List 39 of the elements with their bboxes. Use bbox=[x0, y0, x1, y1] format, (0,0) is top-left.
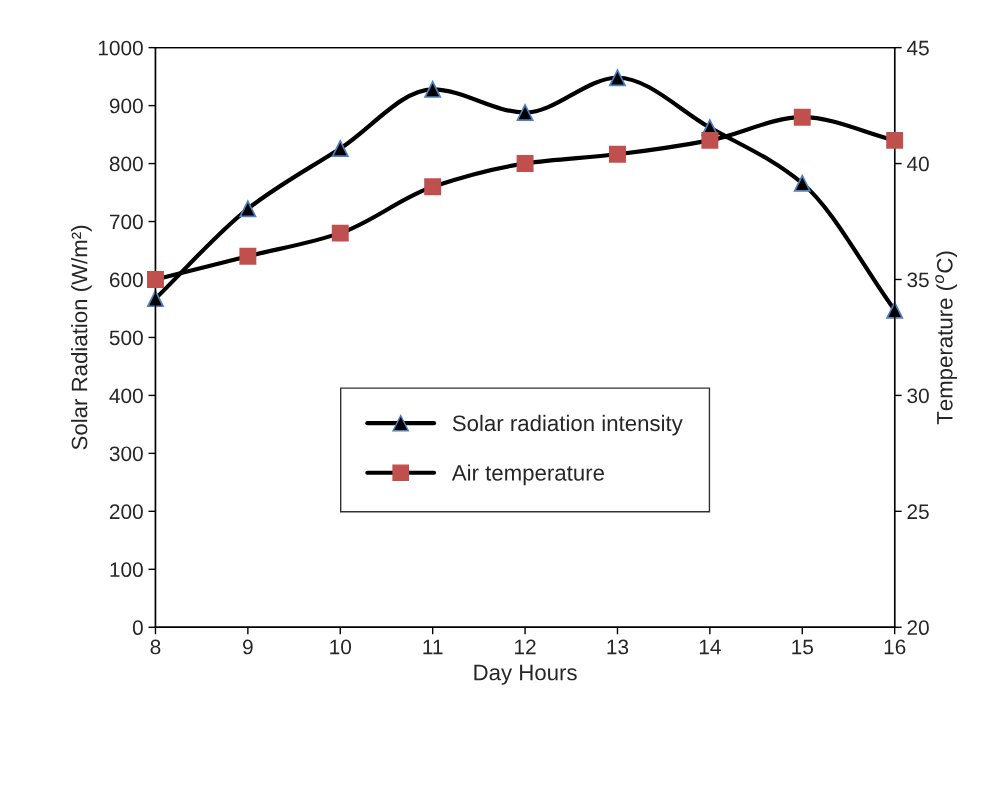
x-tick-label: 14 bbox=[699, 639, 721, 655]
point bbox=[424, 80, 442, 98]
x-tick-label: 11 bbox=[423, 639, 443, 655]
y-tick-label: 100 bbox=[110, 562, 143, 578]
y2-tick-label: 25 bbox=[907, 504, 929, 520]
x-axis-title: Day Hours bbox=[474, 664, 577, 685]
y-tick-label: 500 bbox=[109, 330, 143, 346]
point bbox=[239, 200, 257, 218]
legend-label: Air temperature bbox=[451, 464, 604, 486]
x-tick-label: 9 bbox=[243, 639, 253, 655]
y-tick-label: 800 bbox=[109, 156, 143, 172]
point bbox=[331, 140, 349, 157]
y2-tick-label: 40 bbox=[906, 156, 929, 172]
y-tick-label: 300 bbox=[109, 446, 143, 462]
x-tick-label: 10 bbox=[330, 639, 352, 655]
x-tick-label: 12 bbox=[515, 639, 536, 655]
x-tick-label: 8 bbox=[150, 639, 161, 655]
y-tick-label: 600 bbox=[109, 272, 143, 288]
y-tick-label: 0 bbox=[132, 620, 143, 636]
y-tick-label: 400 bbox=[109, 388, 143, 404]
y2-tick-label: 20 bbox=[907, 620, 929, 636]
x-tick-label: 16 bbox=[884, 639, 906, 655]
y2-axis-title: Temperature ($^{o}$C) bbox=[935, 251, 958, 425]
x-tick-label: 15 bbox=[792, 639, 813, 655]
y-axis-title: Solar Radiation (W/m²) bbox=[71, 225, 92, 450]
y-tick-label: 900 bbox=[109, 98, 143, 114]
point bbox=[608, 69, 626, 87]
point bbox=[146, 290, 164, 308]
point bbox=[516, 104, 534, 122]
y-tick-label: 1000 bbox=[98, 40, 143, 56]
x-tick-label: 13 bbox=[607, 639, 629, 655]
y-tick-label: 200 bbox=[109, 504, 143, 520]
point bbox=[886, 301, 904, 319]
point bbox=[793, 174, 811, 192]
y-tick-label: 700 bbox=[109, 214, 143, 230]
legend-label: Solar radiation intensity bbox=[452, 414, 683, 436]
y2-tick-label: 45 bbox=[906, 40, 929, 56]
y2-tick-label: 30 bbox=[907, 388, 929, 404]
y2-tick-label: 35 bbox=[907, 272, 929, 288]
